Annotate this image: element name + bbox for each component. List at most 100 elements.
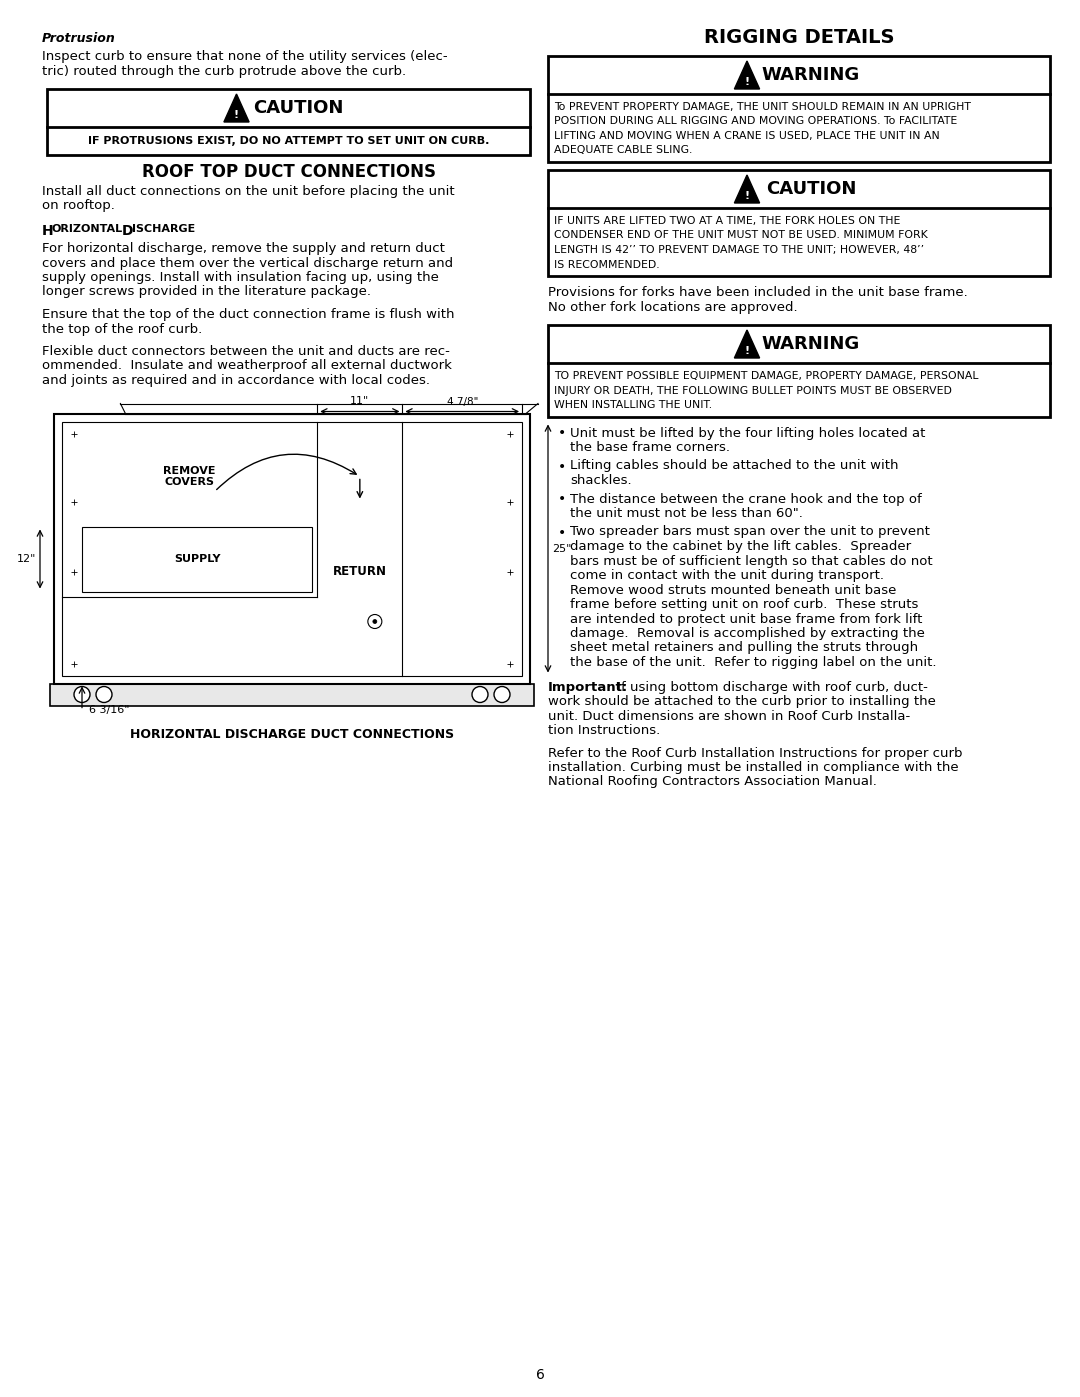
Circle shape bbox=[368, 615, 382, 629]
Text: Flexible duct connectors between the unit and ducts are rec-: Flexible duct connectors between the uni… bbox=[42, 345, 450, 358]
Text: Two spreader bars must span over the unit to prevent: Two spreader bars must span over the uni… bbox=[570, 525, 930, 538]
Text: The distance between the crane hook and the top of: The distance between the crane hook and … bbox=[570, 493, 921, 506]
Circle shape bbox=[75, 686, 90, 703]
Text: WARNING: WARNING bbox=[761, 335, 860, 353]
Text: RIGGING DETAILS: RIGGING DETAILS bbox=[704, 28, 894, 47]
Text: ROOF TOP DUCT CONNECTIONS: ROOF TOP DUCT CONNECTIONS bbox=[141, 163, 435, 182]
Text: unit. Duct dimensions are shown in Roof Curb Installa-: unit. Duct dimensions are shown in Roof … bbox=[548, 710, 910, 722]
Bar bbox=[50, 683, 534, 705]
Text: D: D bbox=[122, 224, 134, 237]
Text: Inspect curb to ensure that none of the utility services (elec-: Inspect curb to ensure that none of the … bbox=[42, 50, 447, 63]
Text: shackles.: shackles. bbox=[570, 474, 632, 488]
Text: !: ! bbox=[744, 346, 750, 356]
Text: For horizontal discharge, remove the supply and return duct: For horizontal discharge, remove the sup… bbox=[42, 242, 445, 256]
Polygon shape bbox=[734, 175, 759, 203]
Bar bbox=[82, 527, 312, 591]
Polygon shape bbox=[734, 330, 759, 358]
Text: tion Instructions.: tion Instructions. bbox=[548, 724, 660, 738]
Text: ORIZONTAL: ORIZONTAL bbox=[52, 224, 123, 235]
Text: damage.  Removal is accomplished by extracting the: damage. Removal is accomplished by extra… bbox=[570, 627, 924, 640]
Bar bbox=[48, 89, 530, 155]
Text: 11": 11" bbox=[350, 397, 369, 407]
Text: 6 3/16": 6 3/16" bbox=[89, 705, 130, 715]
Text: Important:: Important: bbox=[548, 680, 629, 693]
Text: To PREVENT PROPERTY DAMAGE, THE UNIT SHOULD REMAIN IN AN UPRIGHT: To PREVENT PROPERTY DAMAGE, THE UNIT SHO… bbox=[554, 102, 971, 112]
Text: 25": 25" bbox=[552, 543, 571, 553]
Text: the unit must not be less than 60".: the unit must not be less than 60". bbox=[570, 507, 802, 520]
Text: CAUTION: CAUTION bbox=[766, 180, 856, 198]
Bar bbox=[548, 170, 1050, 277]
Text: HORIZONTAL DISCHARGE DUCT CONNECTIONS: HORIZONTAL DISCHARGE DUCT CONNECTIONS bbox=[130, 728, 454, 740]
Text: WARNING: WARNING bbox=[761, 66, 860, 84]
Text: bars must be of sufficient length so that cables do not: bars must be of sufficient length so tha… bbox=[570, 555, 933, 567]
Text: and joints as required and in accordance with local codes.: and joints as required and in accordance… bbox=[42, 374, 430, 387]
Text: !: ! bbox=[234, 110, 239, 120]
Text: POSITION DURING ALL RIGGING AND MOVING OPERATIONS. To FACILITATE: POSITION DURING ALL RIGGING AND MOVING O… bbox=[554, 116, 957, 127]
Text: work should be attached to the curb prior to installing the: work should be attached to the curb prio… bbox=[548, 694, 936, 708]
Text: longer screws provided in the literature package.: longer screws provided in the literature… bbox=[42, 285, 372, 299]
Text: Ensure that the top of the duct connection frame is flush with: Ensure that the top of the duct connecti… bbox=[42, 307, 455, 321]
Circle shape bbox=[494, 686, 510, 703]
Text: on rooftop.: on rooftop. bbox=[42, 200, 114, 212]
Bar bbox=[62, 422, 522, 676]
Text: •: • bbox=[558, 525, 566, 539]
Text: Unit must be lifted by the four lifting holes located at: Unit must be lifted by the four lifting … bbox=[570, 426, 926, 440]
Text: H: H bbox=[42, 224, 54, 237]
Circle shape bbox=[472, 686, 488, 703]
Text: CONDENSER END OF THE UNIT MUST NOT BE USED. MINIMUM FORK: CONDENSER END OF THE UNIT MUST NOT BE US… bbox=[554, 231, 928, 240]
Text: RETURN: RETURN bbox=[333, 564, 387, 578]
Text: 12": 12" bbox=[16, 555, 36, 564]
Text: the base frame corners.: the base frame corners. bbox=[570, 441, 730, 454]
Text: Lifting cables should be attached to the unit with: Lifting cables should be attached to the… bbox=[570, 460, 899, 472]
Text: sheet metal retainers and pulling the struts through: sheet metal retainers and pulling the st… bbox=[570, 641, 918, 655]
Text: SUPPLY: SUPPLY bbox=[174, 555, 220, 564]
Text: 6: 6 bbox=[536, 1368, 544, 1382]
Text: supply openings. Install with insulation facing up, using the: supply openings. Install with insulation… bbox=[42, 271, 438, 284]
Text: •: • bbox=[558, 493, 566, 507]
Bar bbox=[54, 414, 530, 683]
Text: come in contact with the unit during transport.: come in contact with the unit during tra… bbox=[570, 569, 885, 583]
Text: REMOVE
COVERS: REMOVE COVERS bbox=[163, 465, 216, 488]
Polygon shape bbox=[224, 94, 249, 122]
Text: the base of the unit.  Refer to rigging label on the unit.: the base of the unit. Refer to rigging l… bbox=[570, 657, 936, 669]
Bar bbox=[548, 56, 1050, 162]
Text: the top of the roof curb.: the top of the roof curb. bbox=[42, 323, 202, 335]
Text: No other fork locations are approved.: No other fork locations are approved. bbox=[548, 300, 798, 313]
Circle shape bbox=[373, 619, 377, 623]
Text: !: ! bbox=[744, 77, 750, 87]
Text: tric) routed through the curb protrude above the curb.: tric) routed through the curb protrude a… bbox=[42, 64, 406, 77]
Text: TO PREVENT POSSIBLE EQUIPMENT DAMAGE, PROPERTY DAMAGE, PERSONAL: TO PREVENT POSSIBLE EQUIPMENT DAMAGE, PR… bbox=[554, 372, 978, 381]
Text: ISCHARGE: ISCHARGE bbox=[132, 224, 195, 235]
Text: Provisions for forks have been included in the unit base frame.: Provisions for forks have been included … bbox=[548, 286, 968, 299]
Text: National Roofing Contractors Association Manual.: National Roofing Contractors Association… bbox=[548, 775, 877, 788]
Text: •: • bbox=[558, 460, 566, 474]
Text: damage to the cabinet by the lift cables.  Spreader: damage to the cabinet by the lift cables… bbox=[570, 541, 912, 553]
Text: Protrusion: Protrusion bbox=[42, 32, 116, 45]
Polygon shape bbox=[734, 61, 759, 89]
Text: !: ! bbox=[744, 191, 750, 201]
Text: ommended.  Insulate and weatherproof all external ductwork: ommended. Insulate and weatherproof all … bbox=[42, 359, 451, 373]
Text: LIFTING AND MOVING WHEN A CRANE IS USED, PLACE THE UNIT IN AN: LIFTING AND MOVING WHEN A CRANE IS USED,… bbox=[554, 131, 940, 141]
Text: LENGTH IS 42’’ TO PREVENT DAMAGE TO THE UNIT; HOWEVER, 48’’: LENGTH IS 42’’ TO PREVENT DAMAGE TO THE … bbox=[554, 244, 924, 256]
Text: IF UNITS ARE LIFTED TWO AT A TIME, THE FORK HOLES ON THE: IF UNITS ARE LIFTED TWO AT A TIME, THE F… bbox=[554, 217, 901, 226]
Bar bbox=[548, 326, 1050, 416]
Text: installation. Curbing must be installed in compliance with the: installation. Curbing must be installed … bbox=[548, 761, 959, 774]
Text: WHEN INSTALLING THE UNIT.: WHEN INSTALLING THE UNIT. bbox=[554, 400, 712, 409]
Text: •: • bbox=[558, 426, 566, 440]
Circle shape bbox=[96, 686, 112, 703]
Text: ADEQUATE CABLE SLING.: ADEQUATE CABLE SLING. bbox=[554, 145, 692, 155]
Text: If using bottom discharge with roof curb, duct-: If using bottom discharge with roof curb… bbox=[613, 680, 928, 693]
Text: IF PROTRUSIONS EXIST, DO NO ATTEMPT TO SET UNIT ON CURB.: IF PROTRUSIONS EXIST, DO NO ATTEMPT TO S… bbox=[87, 136, 489, 147]
Text: Install all duct connections on the unit before placing the unit: Install all duct connections on the unit… bbox=[42, 184, 455, 198]
Text: are intended to protect unit base frame from fork lift: are intended to protect unit base frame … bbox=[570, 612, 922, 626]
Text: CAUTION: CAUTION bbox=[254, 99, 343, 117]
Text: Refer to the Roof Curb Installation Instructions for proper curb: Refer to the Roof Curb Installation Inst… bbox=[548, 746, 962, 760]
Text: frame before setting unit on roof curb.  These struts: frame before setting unit on roof curb. … bbox=[570, 598, 918, 610]
Text: IS RECOMMENDED.: IS RECOMMENDED. bbox=[554, 260, 660, 270]
Text: 17": 17" bbox=[180, 517, 200, 527]
Text: Remove wood struts mounted beneath unit base: Remove wood struts mounted beneath unit … bbox=[570, 584, 896, 597]
Text: 4 7/8": 4 7/8" bbox=[446, 397, 477, 407]
Text: covers and place them over the vertical discharge return and: covers and place them over the vertical … bbox=[42, 257, 454, 270]
Text: INJURY OR DEATH, THE FOLLOWING BULLET POINTS MUST BE OBSERVED: INJURY OR DEATH, THE FOLLOWING BULLET PO… bbox=[554, 386, 951, 395]
Text: 7 3/8": 7 3/8" bbox=[343, 517, 377, 527]
